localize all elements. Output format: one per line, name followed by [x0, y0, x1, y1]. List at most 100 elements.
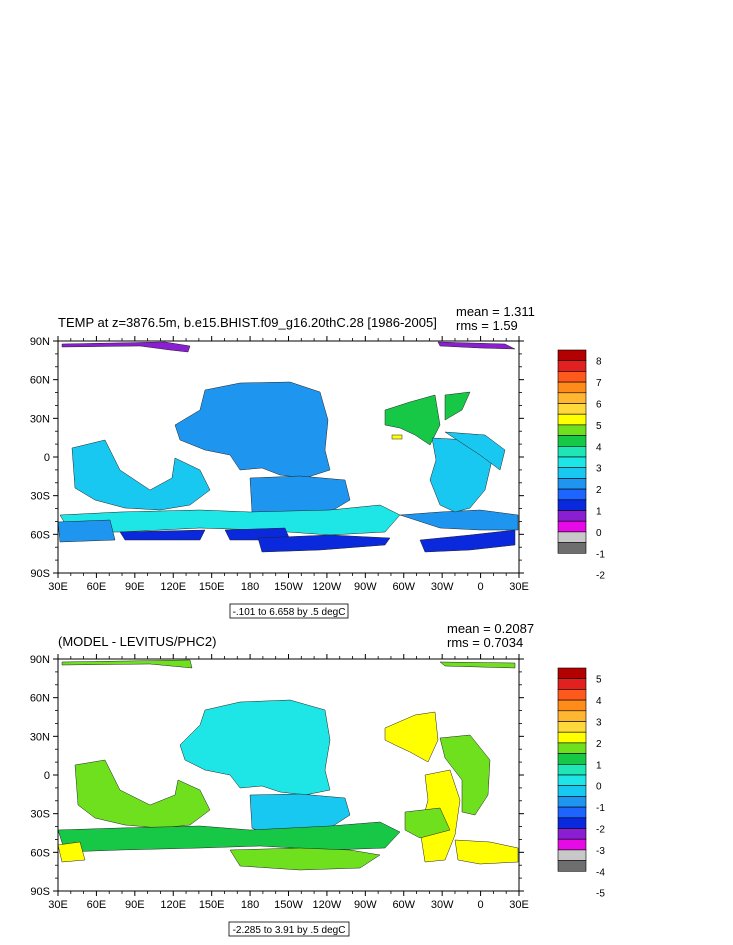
- colorbar-swatch: [557, 796, 587, 808]
- region-north-atlantic: [384, 711, 439, 763]
- x-tick-label: 120W: [313, 899, 342, 911]
- colorbar-swatch: [557, 838, 587, 851]
- panel-top-mean: mean = 1.311: [456, 304, 535, 319]
- x-tick-label: 90W: [354, 581, 377, 593]
- colorbar-label: 2: [596, 739, 602, 750]
- x-tick-label: 30E: [509, 581, 529, 593]
- x-tick-label: 30W: [431, 899, 454, 911]
- colorbar-swatch: [557, 785, 587, 797]
- y-tick-label: 60N: [30, 375, 50, 387]
- x-tick-label: 150W: [274, 899, 303, 911]
- colorbar-swatch: [557, 806, 587, 819]
- colorbar-swatch: [557, 710, 587, 722]
- panel-top-info-box: [229, 603, 349, 619]
- panel-bottom-colorbar: 5 4 3 2 1 0 -1 -2 -3 -4 -5: [557, 667, 605, 900]
- region-southern-west: [57, 519, 116, 543]
- panel-bottom-map: [57, 659, 519, 871]
- y-tick-label: 60N: [30, 693, 50, 705]
- colorbar-swatch: [557, 817, 587, 829]
- region-south-atlantic: [439, 734, 491, 816]
- y-tick-label: 30S: [30, 809, 50, 821]
- colorbar-swatch: [557, 520, 587, 533]
- panel-top-colorbar: 8 7 6 5 4 3 2 1 0 -1 -2: [557, 349, 605, 582]
- region-tropical-atlantic: [444, 431, 506, 471]
- colorbar-swatch: [557, 678, 587, 690]
- colorbar-swatch: [557, 381, 587, 394]
- colorbar-label: 5: [596, 675, 602, 686]
- y-tick-label: 60S: [30, 529, 50, 541]
- y-tick-label: 0: [44, 770, 50, 782]
- colorbar-label: -1: [596, 803, 605, 814]
- colorbar-swatch: [557, 467, 587, 479]
- x-tick-label: 30E: [509, 899, 529, 911]
- y-tick-label: 90S: [30, 568, 50, 580]
- region-arctic-east: [439, 661, 516, 669]
- colorbar-label: 3: [596, 718, 602, 729]
- region-arctic-west: [61, 659, 193, 669]
- colorbar-swatch: [557, 360, 587, 372]
- x-tick-label: 0: [478, 899, 484, 911]
- colorbar-label: -5: [596, 889, 605, 900]
- colorbar-label: 0: [596, 782, 602, 793]
- colorbar-swatch: [557, 403, 587, 415]
- x-tick-label: 30E: [48, 581, 68, 593]
- colorbar-swatch: [557, 392, 587, 404]
- panel-bottom: (MODEL - LEVITUS/PHC2) mean = 0.2087 rms…: [30, 621, 605, 937]
- colorbar-swatch: [557, 424, 587, 436]
- region-southern-band: [229, 847, 381, 871]
- colorbar-swatch: [557, 456, 587, 468]
- colorbar-label: 7: [596, 378, 602, 389]
- panel-top-info: -.101 to 6.658 by .5 degC: [233, 607, 346, 618]
- colorbar-swatch: [557, 753, 587, 765]
- colorbar-label: 2: [596, 485, 602, 496]
- colorbar-swatch: [557, 774, 587, 786]
- x-tick-label: 150W: [274, 581, 303, 593]
- x-tick-label: 180: [241, 899, 259, 911]
- y-tick-label: 90S: [30, 886, 50, 898]
- colorbar-swatch: [557, 499, 587, 511]
- colorbar-label: 3: [596, 464, 602, 475]
- panel-top-xaxis: 30E 60E 90E 120E 150E 180 150W 120W 90W 60W 30W 0 30…: [48, 336, 529, 593]
- y-tick-label: 30N: [30, 413, 50, 425]
- x-tick-label: 60E: [87, 581, 107, 593]
- x-tick-label: 0: [478, 581, 484, 593]
- colorbar-label: 1: [596, 507, 602, 518]
- x-tick-label: 90W: [354, 899, 377, 911]
- panel-top-title: TEMP at z=3876.5m, b.e15.BHIST.f09_g16.2…: [58, 315, 437, 330]
- region-deep-strip-3: [257, 534, 391, 553]
- region-arctic-east: [437, 341, 516, 350]
- colorbar-swatch: [557, 689, 587, 701]
- panel-bottom-xaxis: 30E 60E 90E 120E 150E 180 150W 120W 90W 60W 30W 0 30…: [48, 654, 529, 911]
- colorbar-label: -1: [596, 549, 605, 560]
- panel-bottom-yaxis: 90N 60N 30N 0 30S 60S 90S: [30, 654, 524, 898]
- colorbar-swatch: [557, 699, 587, 712]
- region-yellow-west: [57, 841, 86, 863]
- y-tick-label: 30N: [30, 731, 50, 743]
- colorbar-swatch: [557, 828, 587, 840]
- x-tick-label: 30E: [48, 899, 68, 911]
- region-atlantic-south-yellow: [454, 839, 519, 865]
- colorbar-label: 1: [596, 760, 602, 771]
- colorbar-label: 0: [596, 528, 602, 539]
- region-southern-ring: [57, 821, 401, 853]
- colorbar-swatch: [557, 763, 587, 776]
- colorbar-label: -3: [596, 846, 605, 857]
- colorbar-swatch: [557, 542, 587, 554]
- region-southern-ring: [59, 504, 401, 536]
- panel-top-map: [57, 341, 519, 553]
- colorbar-swatch: [557, 849, 587, 861]
- colorbar-label: 8: [596, 357, 602, 368]
- region-atlantic-green: [404, 807, 451, 839]
- panel-top: TEMP at z=3876.5m, b.e15.BHIST.f09_g16.2…: [30, 304, 605, 619]
- colorbar-swatch: [557, 371, 587, 383]
- panel-bottom-info: -2.285 to 3.91 by .5 degC: [233, 925, 346, 936]
- region-yellow-spot: [391, 434, 403, 440]
- colorbar-label: -4: [596, 867, 605, 878]
- y-tick-label: 90N: [30, 654, 50, 666]
- region-southern-east: [399, 509, 519, 531]
- region-north-atlantic-2: [444, 391, 471, 421]
- region-arctic-west: [61, 341, 191, 353]
- region-north-atlantic: [384, 394, 441, 446]
- y-tick-label: 0: [44, 452, 50, 464]
